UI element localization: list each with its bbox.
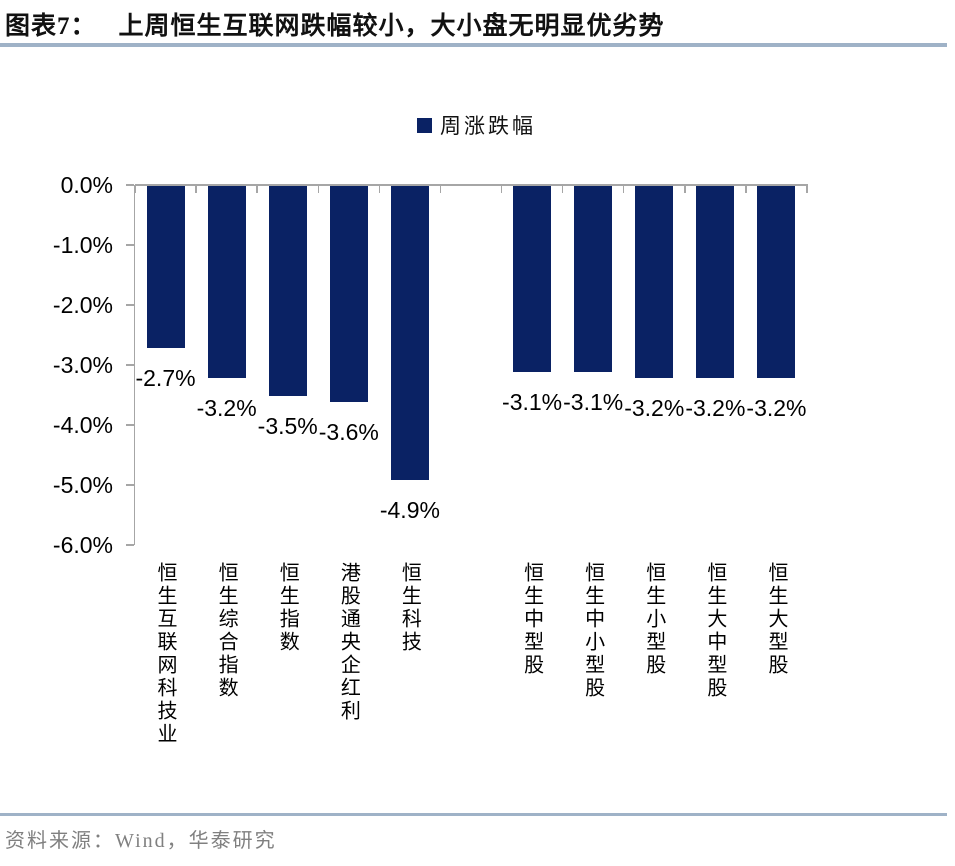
- x-axis-tick: [745, 186, 747, 193]
- x-axis-tick: [134, 186, 136, 193]
- bar-value-label: -3.2%: [624, 395, 685, 421]
- bar: [513, 186, 552, 372]
- y-tick-label: -4.0%: [52, 412, 113, 438]
- y-axis-tick: [125, 364, 134, 366]
- bar-value-label: -3.5%: [257, 413, 318, 439]
- x-axis-tick: [622, 186, 625, 193]
- category-label: 恒生中小型股: [581, 562, 604, 700]
- y-tick-label: -3.0%: [52, 352, 113, 378]
- y-axis-tick: [125, 304, 134, 306]
- figure-title: 图表7： 上周恒生互联网跌幅较小，大小盘无明显优劣势: [5, 6, 665, 42]
- x-axis-tick: [378, 186, 381, 193]
- category-label: 恒生中型股: [520, 562, 543, 677]
- x-axis-tick: [439, 186, 442, 193]
- x-axis-tick: [256, 186, 258, 193]
- title-divider-line: [0, 43, 947, 47]
- bar: [574, 186, 613, 372]
- y-tick-label: -1.0%: [52, 232, 113, 258]
- bar-value-label: -2.7%: [135, 365, 196, 391]
- y-tick-label: -6.0%: [52, 532, 113, 558]
- y-axis-tick: [125, 484, 134, 486]
- bar-value-label: -3.1%: [502, 389, 563, 415]
- bar-value-label: -3.2%: [685, 395, 746, 421]
- category-label: 恒生互联网科技业: [154, 562, 177, 746]
- source-note: 资料来源：Wind，华泰研究: [5, 830, 277, 852]
- x-axis-line: [135, 184, 808, 186]
- y-tick-label: -2.0%: [52, 292, 113, 318]
- x-axis-tick: [500, 186, 503, 193]
- bar-value-label: -3.2%: [746, 395, 807, 421]
- bar: [390, 186, 429, 480]
- y-axis-tick: [125, 544, 134, 546]
- chart-legend: 周涨跌幅: [417, 110, 536, 140]
- y-axis-line: [133, 185, 135, 545]
- bar: [696, 186, 735, 378]
- x-axis-tick: [561, 186, 564, 193]
- bar-value-label: -3.1%: [563, 389, 624, 415]
- bar-value-label: -3.2%: [196, 395, 257, 421]
- category-label: 恒生科技: [398, 562, 421, 654]
- bar: [268, 186, 307, 396]
- category-label: 港股通央企红利: [337, 562, 360, 723]
- bar-value-label: -3.6%: [318, 419, 379, 445]
- category-label: 恒生大型股: [764, 562, 787, 677]
- bar: [757, 186, 796, 378]
- bar: [635, 186, 674, 378]
- bar-value-label: -4.9%: [379, 497, 440, 523]
- y-axis-tick: [125, 244, 134, 246]
- x-axis-tick: [806, 186, 808, 193]
- category-label: 恒生大中型股: [703, 562, 726, 700]
- y-tick-label: 0.0%: [60, 172, 113, 198]
- y-axis-tick: [125, 184, 134, 186]
- category-label: 恒生小型股: [642, 562, 665, 677]
- figure-title-text: 上周恒生互联网跌幅较小，大小盘无明显优劣势: [118, 13, 665, 40]
- bar: [146, 186, 185, 348]
- bar: [329, 186, 368, 402]
- category-label: 恒生综合指数: [215, 562, 238, 700]
- legend-label: 周涨跌幅: [440, 114, 536, 138]
- y-tick-label: -5.0%: [52, 472, 113, 498]
- footer-divider-line: [0, 813, 947, 816]
- legend-swatch-icon: [417, 117, 432, 133]
- x-axis-tick: [684, 186, 686, 193]
- bar: [207, 186, 246, 378]
- bar-chart: 0.0% -1.0% -2.0% -3.0% -4.0% -5.0% -6.0% -2.7% 恒…: [52, 172, 808, 746]
- category-label: 恒生指数: [276, 562, 299, 654]
- x-axis-tick: [195, 186, 197, 193]
- x-axis-tick: [317, 186, 320, 193]
- y-axis-tick: [125, 424, 134, 426]
- figure-number-label: 图表7：: [5, 13, 97, 40]
